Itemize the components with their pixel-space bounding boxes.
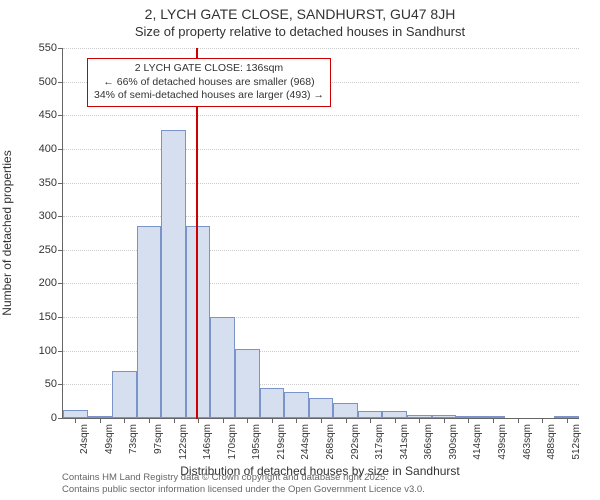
x-tick-label: 439sqm: [497, 424, 508, 460]
histogram-bar: [235, 349, 260, 418]
gridline: [63, 115, 579, 116]
histogram-bar: [284, 392, 309, 418]
x-tick-mark: [518, 418, 519, 423]
y-tick-label: 350: [39, 177, 63, 189]
annotation-line: ← 66% of detached houses are smaller (96…: [94, 76, 324, 90]
x-tick-mark: [321, 418, 322, 423]
x-tick-mark: [468, 418, 469, 423]
histogram-bar: [333, 403, 358, 418]
x-tick-mark: [124, 418, 125, 423]
annotation-line: 2 LYCH GATE CLOSE: 136sqm: [94, 62, 324, 76]
x-tick-mark: [174, 418, 175, 423]
histogram-bar: [309, 398, 334, 418]
x-tick-mark: [100, 418, 101, 423]
histogram-bar: [112, 371, 137, 418]
x-tick-label: 244sqm: [300, 424, 311, 460]
histogram-bar: [63, 410, 88, 418]
y-tick-label: 50: [45, 378, 63, 390]
chart-plot-area: 05010015020025030035040045050055024sqm49…: [62, 48, 579, 419]
x-tick-mark: [444, 418, 445, 423]
histogram-bar: [382, 411, 407, 418]
x-tick-label: 317sqm: [374, 424, 385, 460]
annotation-line: 34% of semi-detached houses are larger (…: [94, 89, 324, 103]
x-tick-label: 414sqm: [472, 424, 483, 460]
x-tick-mark: [247, 418, 248, 423]
chart-title-main: 2, LYCH GATE CLOSE, SANDHURST, GU47 8JH: [0, 6, 600, 22]
x-tick-mark: [370, 418, 371, 423]
y-tick-label: 400: [39, 143, 63, 155]
x-tick-label: 390sqm: [448, 424, 459, 460]
x-tick-mark: [542, 418, 543, 423]
x-tick-mark: [75, 418, 76, 423]
annotation-box: 2 LYCH GATE CLOSE: 136sqm← 66% of detach…: [87, 58, 331, 107]
x-tick-label: 488sqm: [546, 424, 557, 460]
y-tick-label: 150: [39, 311, 63, 323]
y-tick-label: 200: [39, 277, 63, 289]
x-tick-label: 219sqm: [276, 424, 287, 460]
y-axis-label: Number of detached properties: [0, 150, 14, 315]
y-tick-label: 100: [39, 345, 63, 357]
x-tick-mark: [346, 418, 347, 423]
footer-line-1: Contains HM Land Registry data © Crown c…: [62, 472, 425, 484]
histogram-bar: [186, 226, 211, 418]
y-tick-label: 250: [39, 244, 63, 256]
x-tick-mark: [272, 418, 273, 423]
x-tick-label: 73sqm: [128, 424, 139, 454]
x-tick-mark: [296, 418, 297, 423]
x-tick-mark: [223, 418, 224, 423]
x-tick-mark: [149, 418, 150, 423]
x-tick-label: 292sqm: [350, 424, 361, 460]
x-tick-label: 366sqm: [423, 424, 434, 460]
gridline: [63, 149, 579, 150]
gridline: [63, 183, 579, 184]
x-tick-label: 341sqm: [399, 424, 410, 460]
x-tick-label: 97sqm: [153, 424, 164, 454]
x-tick-label: 195sqm: [251, 424, 262, 460]
footer-line-2: Contains public sector information licen…: [62, 484, 425, 496]
gridline: [63, 216, 579, 217]
y-tick-label: 300: [39, 210, 63, 222]
chart-title-sub: Size of property relative to detached ho…: [0, 24, 600, 39]
histogram-bar: [161, 130, 186, 418]
y-tick-label: 0: [51, 412, 63, 424]
y-tick-label: 450: [39, 109, 63, 121]
x-tick-label: 512sqm: [571, 424, 582, 460]
gridline: [63, 48, 579, 49]
x-tick-mark: [493, 418, 494, 423]
x-tick-label: 268sqm: [325, 424, 336, 460]
x-tick-label: 122sqm: [178, 424, 189, 460]
x-tick-mark: [419, 418, 420, 423]
x-tick-label: 170sqm: [227, 424, 238, 460]
histogram-bar: [358, 411, 383, 418]
x-tick-label: 463sqm: [522, 424, 533, 460]
x-tick-mark: [395, 418, 396, 423]
y-tick-label: 550: [39, 42, 63, 54]
x-tick-label: 24sqm: [79, 424, 90, 454]
x-tick-label: 49sqm: [104, 424, 115, 454]
x-tick-mark: [567, 418, 568, 423]
histogram-bar: [260, 388, 285, 418]
footer-attribution: Contains HM Land Registry data © Crown c…: [62, 472, 425, 496]
x-tick-label: 146sqm: [202, 424, 213, 460]
y-tick-label: 500: [39, 76, 63, 88]
x-tick-mark: [198, 418, 199, 423]
histogram-bar: [210, 317, 235, 418]
histogram-bar: [137, 226, 162, 418]
